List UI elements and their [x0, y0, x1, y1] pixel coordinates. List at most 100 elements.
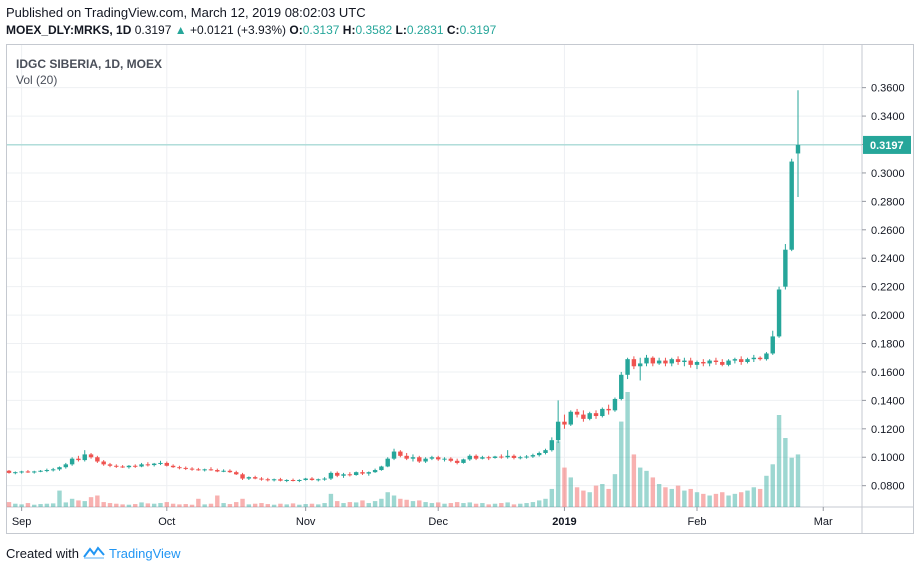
- candle-body[interactable]: [259, 478, 264, 480]
- candle-body[interactable]: [309, 478, 315, 480]
- candle-body[interactable]: [32, 471, 37, 473]
- candle-body[interactable]: [454, 460, 460, 463]
- candle-body[interactable]: [19, 471, 24, 473]
- candle-body[interactable]: [347, 474, 353, 476]
- candle-body[interactable]: [713, 360, 719, 363]
- candle-body[interactable]: [682, 360, 687, 363]
- candle-body[interactable]: [656, 360, 662, 364]
- candle-body[interactable]: [606, 408, 611, 411]
- chart-frame[interactable]: [6, 44, 914, 534]
- candle-body[interactable]: [770, 336, 775, 354]
- candle-body[interactable]: [492, 456, 498, 458]
- candle-body[interactable]: [158, 462, 163, 464]
- candle-body[interactable]: [240, 474, 245, 479]
- candle-body[interactable]: [145, 464, 151, 466]
- candle-body[interactable]: [669, 359, 674, 364]
- candle-body[interactable]: [536, 452, 542, 456]
- candle-body[interactable]: [650, 357, 656, 364]
- candle-body[interactable]: [341, 474, 346, 476]
- candle-body[interactable]: [391, 451, 397, 459]
- candle-body[interactable]: [63, 464, 69, 468]
- candle-body[interactable]: [505, 455, 510, 458]
- tradingview-logo-icon[interactable]: [83, 545, 105, 562]
- candle-body[interactable]: [202, 469, 207, 471]
- candle-body[interactable]: [587, 413, 592, 419]
- candle-body[interactable]: [429, 457, 435, 459]
- candle-body[interactable]: [473, 455, 479, 459]
- candle-body[interactable]: [448, 458, 454, 461]
- candle-body[interactable]: [114, 465, 119, 467]
- candle-body[interactable]: [663, 360, 668, 364]
- candle-body[interactable]: [410, 457, 416, 459]
- candle-body[interactable]: [738, 359, 744, 363]
- candle-body[interactable]: [442, 458, 447, 460]
- candle-body[interactable]: [50, 469, 56, 471]
- candle-body[interactable]: [208, 469, 214, 471]
- candle-body[interactable]: [278, 479, 283, 481]
- candle-body[interactable]: [688, 360, 693, 365]
- candle-body[interactable]: [246, 477, 252, 479]
- candle-body[interactable]: [467, 455, 472, 460]
- candle-body[interactable]: [745, 359, 750, 363]
- candle-body[interactable]: [423, 458, 428, 462]
- candle-body[interactable]: [107, 464, 113, 466]
- candle-body[interactable]: [701, 362, 706, 364]
- candle-body[interactable]: [353, 472, 359, 476]
- candle-body[interactable]: [234, 472, 239, 475]
- candle-body[interactable]: [215, 470, 220, 472]
- candle-body[interactable]: [183, 467, 188, 469]
- candle-body[interactable]: [177, 467, 182, 469]
- candle-body[interactable]: [170, 465, 176, 468]
- candle-body[interactable]: [783, 249, 788, 287]
- candle-body[interactable]: [303, 478, 308, 480]
- candle-body[interactable]: [398, 451, 403, 456]
- candle-body[interactable]: [776, 289, 782, 337]
- candle-body[interactable]: [120, 466, 125, 468]
- candle-body[interactable]: [13, 472, 18, 474]
- candle-body[interactable]: [644, 357, 649, 364]
- candle-body[interactable]: [404, 455, 409, 459]
- candle-body[interactable]: [196, 469, 201, 471]
- candle-body[interactable]: [436, 457, 441, 460]
- candle-body[interactable]: [480, 457, 485, 459]
- candle-body[interactable]: [593, 413, 599, 417]
- candle-body[interactable]: [335, 472, 340, 476]
- candle-body[interactable]: [57, 467, 62, 470]
- candle-body[interactable]: [707, 360, 712, 364]
- candle-body[interactable]: [675, 359, 681, 363]
- candle-body[interactable]: [95, 457, 100, 462]
- candle-body[interactable]: [726, 360, 731, 365]
- candle-body[interactable]: [151, 463, 157, 466]
- candle-body[interactable]: [328, 472, 334, 479]
- candle-body[interactable]: [164, 462, 170, 466]
- candle-body[interactable]: [372, 470, 378, 473]
- candle-body[interactable]: [568, 411, 573, 425]
- candle-body[interactable]: [574, 411, 580, 415]
- candle-body[interactable]: [38, 470, 43, 472]
- candle-body[interactable]: [76, 458, 81, 461]
- candle-body[interactable]: [625, 359, 630, 375]
- candle-body[interactable]: [297, 479, 302, 481]
- candle-body[interactable]: [379, 466, 384, 471]
- candle-body[interactable]: [322, 478, 327, 480]
- candle-body[interactable]: [360, 472, 365, 474]
- candle-body[interactable]: [631, 359, 637, 367]
- candle-body[interactable]: [518, 457, 523, 459]
- candle-body[interactable]: [499, 456, 504, 458]
- candle-body[interactable]: [637, 363, 643, 367]
- candle-body[interactable]: [764, 353, 769, 360]
- candle-body[interactable]: [461, 459, 466, 463]
- candle-body[interactable]: [619, 374, 624, 399]
- candle-body[interactable]: [44, 470, 50, 472]
- candle-body[interactable]: [486, 457, 491, 459]
- candle-body[interactable]: [543, 450, 548, 453]
- candle-body[interactable]: [530, 455, 536, 457]
- candle-body[interactable]: [720, 362, 725, 365]
- candle-body[interactable]: [562, 421, 567, 425]
- candle-body[interactable]: [227, 470, 233, 473]
- candle-body[interactable]: [290, 479, 296, 481]
- candle-body[interactable]: [316, 479, 321, 481]
- candle-body[interactable]: [385, 458, 390, 467]
- candle-body[interactable]: [284, 479, 289, 481]
- candle-body[interactable]: [139, 464, 144, 467]
